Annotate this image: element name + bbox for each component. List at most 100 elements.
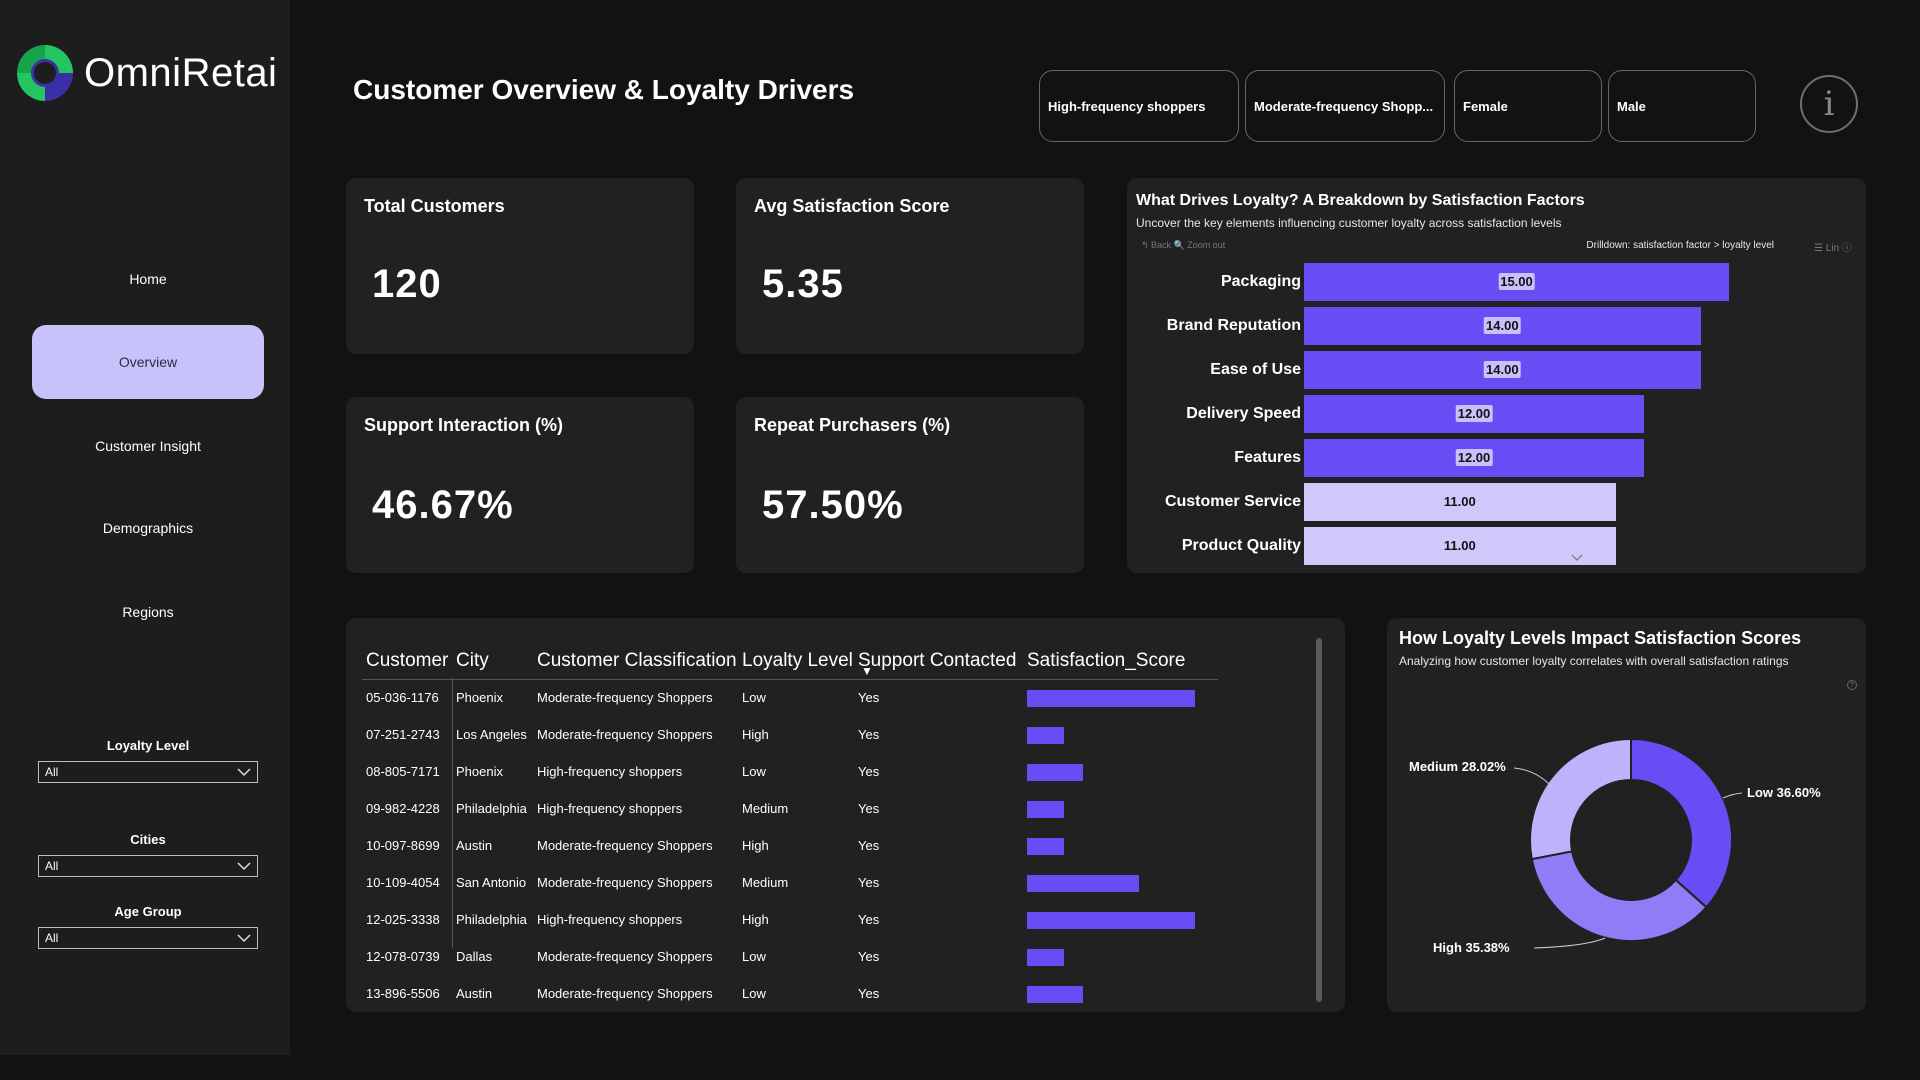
cell-loyalty: Low [742, 764, 766, 779]
bar-value-label: 11.00 [1443, 494, 1476, 509]
chevron-down-icon [237, 934, 251, 943]
chevron-down-icon[interactable] [1569, 552, 1585, 564]
cell-support: Yes [858, 801, 880, 816]
table-row[interactable]: 12-025-3338 Philadelphia High-frequency sh… [346, 902, 1306, 936]
bar-value-label: 11.00 [1443, 538, 1476, 553]
donut-slice-medium[interactable] [1529, 737, 1632, 861]
bar-category-label: Ease of Use [1210, 361, 1301, 378]
kpi-title: Avg Satisfaction Score [754, 196, 950, 216]
info-icon[interactable]: i [1800, 75, 1858, 133]
table-scrollbar[interactable] [1316, 638, 1322, 1002]
cell-customer: 09-982-4228 [366, 801, 440, 816]
table-row[interactable]: 08-805-7171 Phoenix High-frequency shopper… [346, 754, 1306, 788]
cell-city: Austin [456, 838, 493, 853]
cell-customer: 07-251-2743 [366, 727, 440, 742]
donut-chart [1513, 737, 1743, 949]
nav-demographics[interactable]: Demographics [102, 520, 194, 536]
cell-classification: High-frequency shoppers [537, 764, 683, 779]
chip-male[interactable]: Male [1608, 70, 1756, 142]
chart-visual-icons[interactable]: ☰ Lin ⓘ [1814, 243, 1852, 254]
table-row[interactable]: 13-896-5506 Austin Moderate-frequency Shop… [346, 976, 1306, 1010]
bar-category-label: Packaging [1220, 273, 1301, 290]
satisfaction-score-bar [1027, 912, 1196, 929]
kpi-title: Repeat Purchasers (%) [754, 415, 951, 435]
help-icon[interactable]: ? [1847, 680, 1857, 690]
bar-row[interactable]: Product Quality 11.00 [1127, 526, 1827, 566]
cell-city: Philadelphia [456, 912, 527, 927]
bar-row[interactable]: Ease of Use 14.00 [1127, 350, 1827, 390]
cell-customer: 10-097-8699 [366, 838, 440, 853]
cell-customer: 12-025-3338 [366, 912, 440, 927]
leader-medium [1513, 767, 1554, 789]
column-header-score[interactable]: Satisfaction_Score [1027, 650, 1186, 671]
column-header-classification[interactable]: Customer Classification [537, 650, 737, 671]
bar-category-label: Delivery Speed [1186, 405, 1301, 422]
bar-row[interactable]: Features 12.00 [1127, 438, 1827, 478]
chart-title: What Drives Loyalty? A Breakdown by Sati… [1136, 192, 1585, 209]
nav-overview[interactable]: Overview [32, 325, 264, 399]
kpi-value: 120 [372, 262, 442, 306]
bar-value-label: 15.00 [1498, 273, 1535, 290]
satisfaction-score-bar [1027, 949, 1065, 966]
cell-city: Philadelphia [456, 801, 527, 816]
column-header-support[interactable]: Support Contacted [858, 650, 1017, 671]
table-row[interactable]: 10-109-4054 San Antonio Moderate-frequency… [346, 865, 1306, 899]
cities-filter-value: All [45, 859, 59, 873]
bar-row[interactable]: Customer Service 11.00 [1127, 482, 1827, 522]
app-logo: OmniRetai [14, 42, 277, 104]
cities-filter-label: Cities [130, 832, 166, 847]
cities-filter-select[interactable]: All [38, 855, 258, 877]
cell-classification: Moderate-frequency Shoppers [537, 986, 713, 1001]
loyalty-filter-value: All [45, 765, 59, 779]
nav-customer-insight[interactable]: Customer Insight [95, 438, 201, 454]
bar-row[interactable]: Delivery Speed 12.00 [1127, 394, 1827, 434]
age-filter-select[interactable]: All [38, 927, 258, 949]
leader-low [1722, 792, 1743, 799]
bar-row[interactable]: Packaging 15.00 [1127, 262, 1827, 302]
cell-customer: 05-036-1176 [366, 690, 439, 705]
table-row[interactable]: 10-097-8699 Austin Moderate-frequency Shop… [346, 828, 1306, 862]
chip-moderate-frequency[interactable]: Moderate-frequency Shopp... [1245, 70, 1445, 142]
cell-loyalty: High [742, 727, 769, 742]
cell-classification: High-frequency shoppers [537, 912, 683, 927]
table-row[interactable]: 07-251-2743 Los Angeles Moderate-frequency… [346, 717, 1306, 751]
cell-classification: Moderate-frequency Shoppers [537, 727, 713, 742]
cell-classification: Moderate-frequency Shoppers [537, 690, 713, 705]
table-row[interactable]: 09-982-4228 Philadelphia High-frequency sh… [346, 791, 1306, 825]
satisfaction-score-bar [1027, 764, 1084, 781]
cell-loyalty: Low [742, 986, 766, 1001]
chart-drilldown-label: Drilldown: satisfaction factor > loyalty… [1586, 240, 1774, 251]
kpi-value: 46.67% [372, 483, 514, 527]
nav-regions[interactable]: Regions [122, 604, 174, 620]
cell-loyalty: Medium [742, 875, 789, 890]
cell-loyalty: High [742, 838, 769, 853]
kpi-title: Support Interaction (%) [364, 415, 563, 435]
loyalty-donut-card: How Loyalty Levels Impact Satisfaction S… [1387, 618, 1866, 1012]
bar-value-label: 12.00 [1455, 405, 1493, 422]
donut-label-low: Low 36.60% [1747, 785, 1821, 800]
cell-support: Yes [858, 764, 880, 779]
bar-category-label: Features [1234, 449, 1301, 466]
logo-icon [17, 45, 73, 101]
column-header-customer[interactable]: Customer [366, 650, 449, 671]
bar[interactable] [1304, 483, 1616, 521]
donut-slice-high[interactable] [1530, 850, 1708, 942]
table-row[interactable]: 05-036-1176 Phoenix Moderate-frequency Sho… [346, 680, 1306, 714]
chip-female[interactable]: Female [1454, 70, 1602, 142]
chip-high-frequency[interactable]: High-frequency shoppers [1039, 70, 1239, 142]
customer-table: Customer City Customer Classification Lo… [346, 618, 1345, 1012]
column-header-loyalty[interactable]: Loyalty Level [742, 650, 853, 671]
satisfaction-score-bar [1027, 875, 1140, 892]
bar-row[interactable]: Brand Reputation 14.00 [1127, 306, 1827, 346]
bar-category-label: Product Quality [1181, 537, 1301, 554]
bar[interactable] [1304, 527, 1616, 565]
column-header-city[interactable]: City [456, 650, 489, 671]
table-row[interactable]: 12-078-0739 Dallas Moderate-frequency Shop… [346, 939, 1306, 973]
bar-value-label: 14.00 [1484, 317, 1521, 334]
chevron-down-icon [237, 768, 251, 777]
donut-slice-low[interactable] [1630, 737, 1733, 909]
nav-home[interactable]: Home [129, 271, 167, 287]
chart-back-zoom-tools[interactable]: ↰ Back 🔍 Zoom out [1141, 240, 1226, 250]
loyalty-filter-select[interactable]: All [38, 761, 258, 783]
bar-category-label: Brand Reputation [1166, 317, 1301, 334]
